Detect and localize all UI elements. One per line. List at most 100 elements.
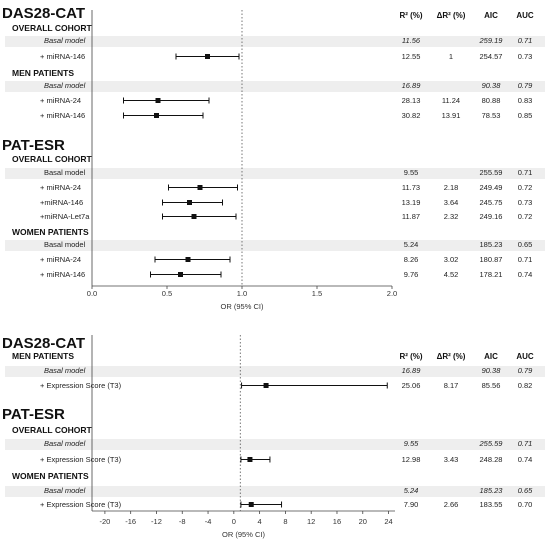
column-header: ΔR² (%) (437, 11, 466, 20)
row-value-auc: 0.74 (518, 455, 533, 464)
basal-row-band (5, 439, 545, 450)
row-value-aic: 85.56 (482, 381, 501, 390)
row-value-r2: 25.06 (402, 381, 421, 390)
row-value-aic: 78.53 (482, 111, 501, 120)
column-header: AUC (516, 352, 534, 361)
row-value-aic: 90.38 (482, 366, 502, 375)
row-value-r2: 12.98 (402, 455, 421, 464)
row-value-auc: 0.73 (518, 52, 533, 61)
row-value-aic: 90.38 (482, 81, 502, 90)
x-tick-label: -8 (179, 517, 186, 526)
row-value-auc: 0.72 (518, 212, 533, 221)
row-label: + miRNA-24 (40, 255, 81, 264)
x-tick-label: -16 (125, 517, 136, 526)
row-label: + Expression Score (T3) (40, 381, 122, 390)
column-header: AIC (484, 352, 498, 361)
basal-row-band (5, 366, 545, 377)
basal-row-band (5, 36, 545, 47)
x-tick-label: 0.0 (87, 289, 97, 298)
row-value-r2: 28.13 (402, 96, 421, 105)
row-value-auc: 0.73 (518, 198, 533, 207)
row-value-dr2: 4.52 (444, 270, 459, 279)
x-tick-label: 1.5 (312, 289, 322, 298)
basal-row-band (5, 486, 545, 497)
panel-title-patesr: PAT-ESR (2, 137, 65, 154)
row-value-r2: 9.55 (404, 439, 419, 448)
row-label: Basal model (44, 366, 86, 375)
or-point-marker (155, 98, 161, 103)
row-value-auc: 0.71 (518, 439, 533, 448)
or-point-marker (197, 185, 203, 190)
section-label: OVERALL COHORT (12, 154, 92, 164)
row-label: + miRNA-24 (40, 183, 81, 192)
row-value-auc: 0.71 (518, 36, 533, 45)
row-value-dr2: 11.24 (442, 96, 460, 105)
or-point-marker (178, 272, 183, 277)
or-point-marker (191, 214, 197, 219)
row-value-dr2: 1 (449, 52, 453, 61)
or-point-marker (154, 113, 159, 118)
row-value-aic: 254.57 (480, 52, 503, 61)
column-header: ΔR² (%) (437, 352, 466, 361)
section-label: OVERALL COHORT (12, 23, 92, 33)
basal-row-band (5, 81, 545, 92)
row-value-r2: 9.55 (404, 168, 419, 177)
x-tick-label: 16 (333, 517, 341, 526)
row-label: + Expression Score (T3) (40, 500, 122, 509)
row-value-dr2: 2.32 (444, 212, 459, 221)
row-value-dr2: 2.18 (444, 183, 459, 192)
row-label: + miRNA-146 (40, 111, 85, 120)
row-value-auc: 0.65 (518, 486, 533, 495)
section-label: MEN PATIENTS (12, 68, 74, 78)
x-tick-label: -12 (151, 517, 162, 526)
row-value-aic: 259.19 (479, 36, 504, 45)
column-header: AIC (484, 11, 498, 20)
panel-title-das28: DAS28-CAT (2, 335, 85, 352)
row-value-r2: 11.87 (402, 212, 420, 221)
section-label: WOMEN PATIENTS (12, 471, 89, 481)
x-tick-label: -20 (99, 517, 110, 526)
x-tick-label: 24 (384, 517, 392, 526)
row-label: Basal model (44, 36, 86, 45)
row-value-auc: 0.71 (518, 255, 533, 264)
or-point-marker (263, 383, 269, 388)
row-value-r2: 13.19 (402, 198, 421, 207)
x-tick-label: 20 (359, 517, 367, 526)
row-value-aic: 80.88 (482, 96, 501, 105)
row-value-aic: 245.75 (480, 198, 503, 207)
row-label: Basal model (44, 81, 86, 90)
row-value-r2: 11.56 (402, 36, 421, 45)
x-tick-label: 1.0 (237, 289, 247, 298)
x-tick-label: 8 (283, 517, 287, 526)
basal-row-band (5, 168, 545, 179)
row-value-aic: 249.49 (480, 183, 503, 192)
row-value-auc: 0.85 (518, 111, 533, 120)
row-value-auc: 0.65 (518, 240, 533, 249)
x-tick-label: 12 (307, 517, 315, 526)
row-label: + miRNA-146 (40, 52, 85, 61)
row-value-r2: 12.55 (402, 52, 421, 61)
row-value-auc: 0.74 (518, 270, 533, 279)
row-value-aic: 185.23 (480, 486, 504, 495)
row-value-auc: 0.79 (518, 81, 533, 90)
row-label: Basal model (44, 168, 86, 177)
row-label: +miRNA-Let7a (40, 212, 90, 221)
row-value-dr2: 3.43 (444, 455, 459, 464)
panel-title-patesr: PAT-ESR (2, 406, 65, 423)
row-value-aic: 183.55 (480, 500, 503, 509)
row-label: +miRNA-146 (40, 198, 83, 207)
row-label: Basal model (44, 439, 86, 448)
row-value-auc: 0.79 (518, 366, 533, 375)
row-value-aic: 178.21 (480, 270, 503, 279)
row-value-r2: 16.89 (402, 366, 422, 375)
row-value-r2: 11.73 (402, 183, 420, 192)
row-value-dr2: 13.91 (442, 111, 461, 120)
or-point-marker (187, 200, 192, 205)
x-tick-label: 0.5 (162, 289, 172, 298)
panel-title-das28: DAS28-CAT (2, 5, 85, 22)
row-value-r2: 30.82 (402, 111, 421, 120)
x-tick-label: 4 (258, 517, 262, 526)
row-value-r2: 5.24 (404, 486, 419, 495)
row-value-auc: 0.72 (518, 183, 533, 192)
